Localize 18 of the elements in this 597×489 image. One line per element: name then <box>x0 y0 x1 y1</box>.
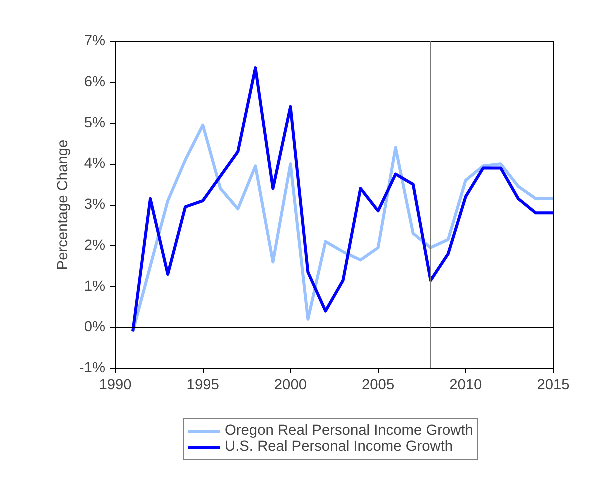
y-tick-label: 4% <box>84 156 106 172</box>
x-tick-label: 2005 <box>362 378 395 394</box>
y-tick-label: 3% <box>84 197 106 213</box>
legend-label: U.S. Real Personal Income Growth <box>225 439 454 455</box>
legend-label: Oregon Real Personal Income Growth <box>225 423 474 439</box>
y-tick-label: 6% <box>84 74 106 90</box>
x-tick-label: 2000 <box>274 378 308 394</box>
y-tick-label: 1% <box>84 278 106 295</box>
y-tick-label: 5% <box>84 115 106 132</box>
y-axis-title: Percentage Change <box>55 140 72 270</box>
y-tick-label: 0% <box>84 320 106 336</box>
y-tick-label: 7% <box>84 34 106 50</box>
x-tick-label: 2015 <box>537 378 570 394</box>
y-tick-label: -1% <box>79 360 106 376</box>
x-tick-label: 2010 <box>450 378 482 394</box>
x-tick-label: 1995 <box>186 378 220 394</box>
x-tick-label: 1990 <box>99 378 132 394</box>
y-tick-label: 2% <box>84 238 106 254</box>
